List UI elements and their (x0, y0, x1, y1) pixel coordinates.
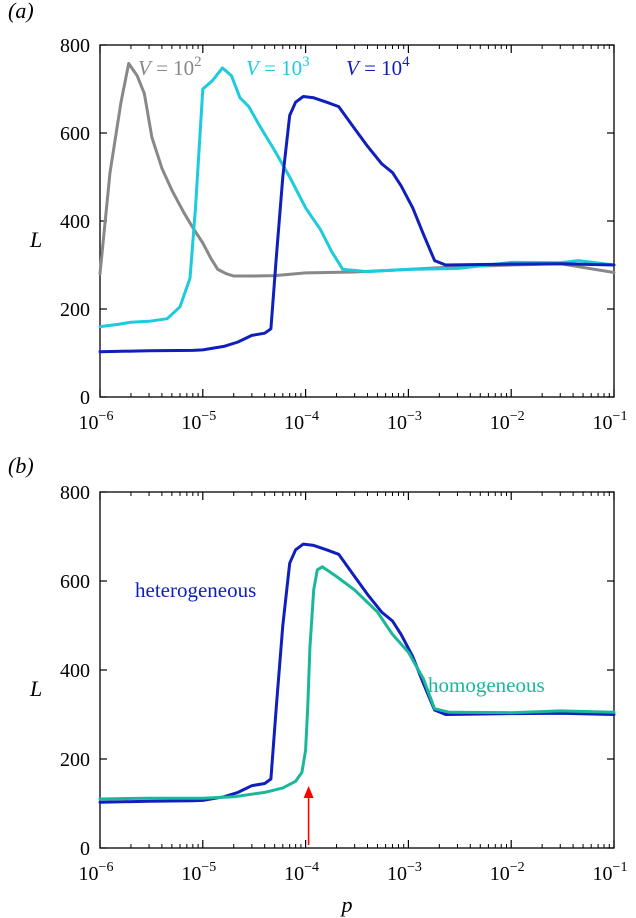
x-tick-label: 10−6 (79, 860, 114, 885)
series-label: V = 104 (346, 54, 410, 80)
panel-label: (b) (8, 453, 34, 478)
series-line (98, 62, 616, 278)
x-tick-label: 10−2 (490, 860, 525, 885)
series-label: homogeneous (428, 673, 545, 697)
x-tick-label: 10−2 (490, 409, 525, 434)
plot-frame (99, 491, 615, 849)
x-tick-label: 10−1 (593, 409, 628, 434)
arrow-head (303, 786, 314, 798)
y-tick-label: 200 (60, 749, 90, 771)
panel-label: (a) (8, 0, 34, 23)
x-tick-label: 10−4 (284, 409, 319, 434)
y-axis-label: L (29, 227, 42, 252)
x-tick-label: 10−5 (181, 860, 216, 885)
x-tick-label: 10−3 (387, 409, 422, 434)
annotation-arrow (303, 786, 314, 845)
y-tick-label: 600 (60, 123, 90, 145)
y-tick-label: 600 (60, 571, 90, 593)
y-tick-label: 400 (60, 660, 90, 682)
x-tick-label: 10−1 (593, 860, 628, 885)
y-axis-label: L (29, 676, 42, 701)
plot-frame (99, 44, 615, 398)
x-tick-label: 10−4 (284, 860, 319, 885)
y-tick-label: 200 (60, 299, 90, 321)
series-label: V = 103 (246, 54, 310, 80)
x-tick-label: 10−3 (387, 860, 422, 885)
chart-panel-a: (a) 0 200 400 600 800 10−6 10−5 10−4 10−3 10−2 10−1… (8, 0, 627, 434)
series-line (98, 565, 616, 801)
y-tick-label: 0 (80, 387, 90, 409)
x-tick-label: 10−5 (181, 409, 216, 434)
series-line (98, 95, 616, 354)
chart-panel-b: (b) 0 200 400 600 800 10−6 10−5 10−4 10−3 10−2 10−1… (8, 453, 627, 917)
y-tick-label: 800 (60, 35, 90, 57)
y-tick-label: 800 (60, 482, 90, 504)
series-label: heterogeneous (135, 578, 256, 602)
series-label: V = 102 (138, 54, 202, 80)
y-tick-label: 0 (80, 838, 90, 860)
x-tick-label: 10−6 (79, 409, 114, 434)
series-line (98, 66, 616, 329)
x-axis-label: p (340, 892, 353, 917)
y-tick-label: 400 (60, 211, 90, 233)
